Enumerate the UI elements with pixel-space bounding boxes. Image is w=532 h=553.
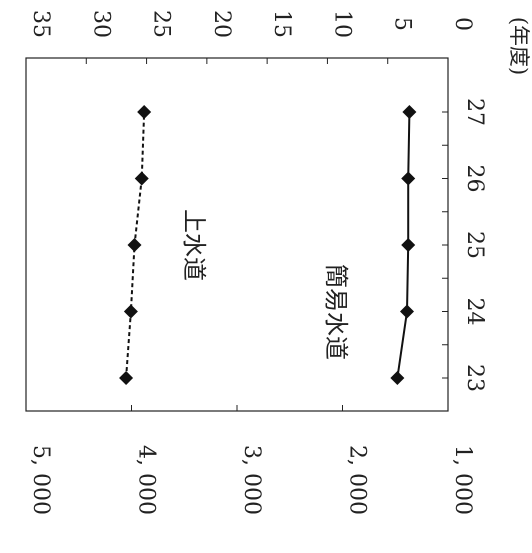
left-axis-tick-label: 5, 000 <box>28 445 53 515</box>
category-tick-label: 24 <box>462 298 487 326</box>
series-marker <box>400 304 415 319</box>
series-label: 上水道 <box>180 209 208 281</box>
series-marker <box>390 371 405 385</box>
right-axis-tick-label: 15 <box>269 10 294 38</box>
series-marker <box>127 238 142 252</box>
left-axis-tick-label: 3, 000 <box>239 445 264 515</box>
series-marker <box>402 105 417 119</box>
series-marker <box>119 371 134 385</box>
x-axis-unit-label: (年度) <box>507 17 531 75</box>
category-tick-label: 25 <box>462 231 487 259</box>
category-tick-label: 27 <box>462 98 487 126</box>
axis-ticks <box>25 58 449 411</box>
series-marker <box>401 171 416 186</box>
right-axis-tick-label: 20 <box>209 10 234 38</box>
series-marker <box>401 238 416 252</box>
right-axis-tick-label: 25 <box>149 10 174 38</box>
series-marker <box>137 105 152 119</box>
series-marker <box>123 304 138 319</box>
series-marker <box>134 171 149 186</box>
plot-frame <box>25 57 449 412</box>
left-axis-tick-label: 2, 000 <box>345 445 370 515</box>
plot-area <box>25 57 449 412</box>
series-label: 簡易水道 <box>322 264 350 360</box>
right-axis-tick-label: 10 <box>329 10 354 38</box>
left-axis-tick-label: 1, 000 <box>450 445 475 515</box>
text-layer: 0 5 10 15 20 25 30 35 1, 000 2, 000 3, 000 4, 000 5,… <box>28 10 531 515</box>
category-tick-label: 26 <box>462 165 487 193</box>
series-layer <box>119 105 417 385</box>
right-axis-tick-label: 5 <box>390 17 415 31</box>
right-axis-tick-label: 0 <box>450 17 475 31</box>
right-axis-tick-label: 30 <box>88 10 113 38</box>
right-axis-tick-label: 35 <box>28 10 53 38</box>
category-tick-label: 23 <box>462 364 487 392</box>
left-axis-tick-label: 4, 000 <box>134 445 159 515</box>
